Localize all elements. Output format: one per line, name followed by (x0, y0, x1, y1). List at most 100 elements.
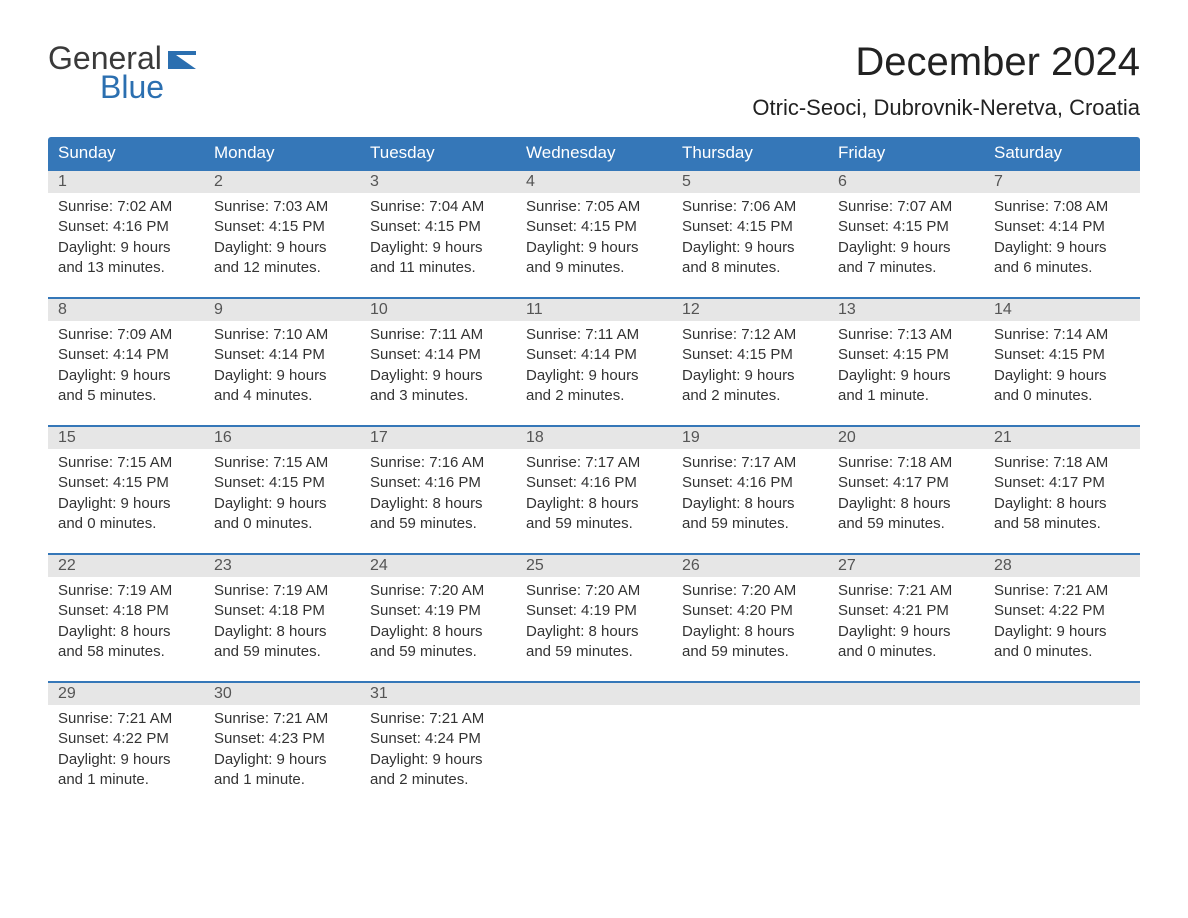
day-cell: Sunrise: 7:21 AMSunset: 4:22 PMDaylight:… (48, 705, 204, 797)
day-sunset-text: Sunset: 4:15 PM (214, 217, 350, 237)
day-sunrise-text: Sunrise: 7:18 AM (994, 453, 1130, 473)
day-cell: Sunrise: 7:04 AMSunset: 4:15 PMDaylight:… (360, 193, 516, 285)
day-day1-text: Daylight: 9 hours (58, 366, 194, 386)
day-number: 7 (984, 171, 1140, 193)
day-number: 18 (516, 427, 672, 449)
day-number (672, 683, 828, 705)
day-day2-text: and 59 minutes. (214, 642, 350, 662)
day-number: 12 (672, 299, 828, 321)
day-day1-text: Daylight: 8 hours (994, 494, 1130, 514)
day-sunrise-text: Sunrise: 7:07 AM (838, 197, 974, 217)
day-sunset-text: Sunset: 4:22 PM (58, 729, 194, 749)
day-sunset-text: Sunset: 4:16 PM (526, 473, 662, 493)
day-number: 15 (48, 427, 204, 449)
day-sunset-text: Sunset: 4:19 PM (370, 601, 506, 621)
day-sunset-text: Sunset: 4:21 PM (838, 601, 974, 621)
day-cell (516, 705, 672, 797)
day-cell: Sunrise: 7:15 AMSunset: 4:15 PMDaylight:… (204, 449, 360, 541)
day-day2-text: and 59 minutes. (370, 642, 506, 662)
day-number: 21 (984, 427, 1140, 449)
day-sunset-text: Sunset: 4:16 PM (370, 473, 506, 493)
day-number (984, 683, 1140, 705)
day-cell: Sunrise: 7:15 AMSunset: 4:15 PMDaylight:… (48, 449, 204, 541)
day-cell: Sunrise: 7:10 AMSunset: 4:14 PMDaylight:… (204, 321, 360, 413)
day-cell: Sunrise: 7:08 AMSunset: 4:14 PMDaylight:… (984, 193, 1140, 285)
day-day2-text: and 11 minutes. (370, 258, 506, 278)
day-cell: Sunrise: 7:21 AMSunset: 4:23 PMDaylight:… (204, 705, 360, 797)
day-of-week-cell: Friday (828, 137, 984, 169)
day-day2-text: and 59 minutes. (838, 514, 974, 534)
day-sunset-text: Sunset: 4:17 PM (994, 473, 1130, 493)
day-cell: Sunrise: 7:20 AMSunset: 4:20 PMDaylight:… (672, 577, 828, 669)
day-day2-text: and 6 minutes. (994, 258, 1130, 278)
day-day1-text: Daylight: 9 hours (370, 366, 506, 386)
day-day1-text: Daylight: 9 hours (58, 494, 194, 514)
day-cell: Sunrise: 7:21 AMSunset: 4:24 PMDaylight:… (360, 705, 516, 797)
day-cell: Sunrise: 7:02 AMSunset: 4:16 PMDaylight:… (48, 193, 204, 285)
day-sunrise-text: Sunrise: 7:14 AM (994, 325, 1130, 345)
day-day1-text: Daylight: 8 hours (370, 494, 506, 514)
day-sunrise-text: Sunrise: 7:20 AM (682, 581, 818, 601)
week-row: 1234567Sunrise: 7:02 AMSunset: 4:16 PMDa… (48, 169, 1140, 285)
day-sunset-text: Sunset: 4:15 PM (58, 473, 194, 493)
day-day2-text: and 2 minutes. (370, 770, 506, 790)
day-sunrise-text: Sunrise: 7:13 AM (838, 325, 974, 345)
day-number: 29 (48, 683, 204, 705)
day-number-row: 891011121314 (48, 299, 1140, 321)
day-cell (984, 705, 1140, 797)
day-number (516, 683, 672, 705)
day-of-week-cell: Thursday (672, 137, 828, 169)
day-number: 25 (516, 555, 672, 577)
day-sunset-text: Sunset: 4:24 PM (370, 729, 506, 749)
day-sunset-text: Sunset: 4:15 PM (682, 217, 818, 237)
day-day1-text: Daylight: 9 hours (214, 238, 350, 258)
day-day1-text: Daylight: 9 hours (682, 366, 818, 386)
day-day1-text: Daylight: 9 hours (370, 238, 506, 258)
day-cell: Sunrise: 7:07 AMSunset: 4:15 PMDaylight:… (828, 193, 984, 285)
day-number: 24 (360, 555, 516, 577)
day-sunrise-text: Sunrise: 7:20 AM (526, 581, 662, 601)
day-day1-text: Daylight: 8 hours (838, 494, 974, 514)
day-of-week-cell: Wednesday (516, 137, 672, 169)
day-sunrise-text: Sunrise: 7:12 AM (682, 325, 818, 345)
day-number-row: 15161718192021 (48, 427, 1140, 449)
day-sunset-text: Sunset: 4:15 PM (838, 217, 974, 237)
day-number: 2 (204, 171, 360, 193)
day-number: 9 (204, 299, 360, 321)
day-sunrise-text: Sunrise: 7:17 AM (682, 453, 818, 473)
day-number-row: 1234567 (48, 171, 1140, 193)
day-number: 20 (828, 427, 984, 449)
day-day2-text: and 12 minutes. (214, 258, 350, 278)
day-number: 19 (672, 427, 828, 449)
day-day1-text: Daylight: 9 hours (682, 238, 818, 258)
day-of-week-cell: Saturday (984, 137, 1140, 169)
day-number: 27 (828, 555, 984, 577)
day-sunrise-text: Sunrise: 7:21 AM (994, 581, 1130, 601)
day-cell: Sunrise: 7:11 AMSunset: 4:14 PMDaylight:… (516, 321, 672, 413)
day-day2-text: and 5 minutes. (58, 386, 194, 406)
day-number: 26 (672, 555, 828, 577)
day-sunrise-text: Sunrise: 7:11 AM (526, 325, 662, 345)
day-day2-text: and 2 minutes. (682, 386, 818, 406)
day-sunset-text: Sunset: 4:22 PM (994, 601, 1130, 621)
day-day1-text: Daylight: 8 hours (682, 622, 818, 642)
day-sunset-text: Sunset: 4:14 PM (526, 345, 662, 365)
day-number: 1 (48, 171, 204, 193)
day-day1-text: Daylight: 9 hours (994, 366, 1130, 386)
day-day2-text: and 13 minutes. (58, 258, 194, 278)
day-cell: Sunrise: 7:19 AMSunset: 4:18 PMDaylight:… (48, 577, 204, 669)
month-title: December 2024 (752, 40, 1140, 85)
day-sunset-text: Sunset: 4:15 PM (370, 217, 506, 237)
day-sunset-text: Sunset: 4:15 PM (682, 345, 818, 365)
day-day1-text: Daylight: 9 hours (370, 750, 506, 770)
day-sunrise-text: Sunrise: 7:19 AM (58, 581, 194, 601)
day-number: 16 (204, 427, 360, 449)
day-sunset-text: Sunset: 4:14 PM (370, 345, 506, 365)
day-cell: Sunrise: 7:18 AMSunset: 4:17 PMDaylight:… (828, 449, 984, 541)
day-day2-text: and 59 minutes. (682, 514, 818, 534)
day-day1-text: Daylight: 9 hours (58, 238, 194, 258)
day-sunrise-text: Sunrise: 7:06 AM (682, 197, 818, 217)
day-sunrise-text: Sunrise: 7:20 AM (370, 581, 506, 601)
day-day2-text: and 59 minutes. (682, 642, 818, 662)
day-cell: Sunrise: 7:20 AMSunset: 4:19 PMDaylight:… (360, 577, 516, 669)
